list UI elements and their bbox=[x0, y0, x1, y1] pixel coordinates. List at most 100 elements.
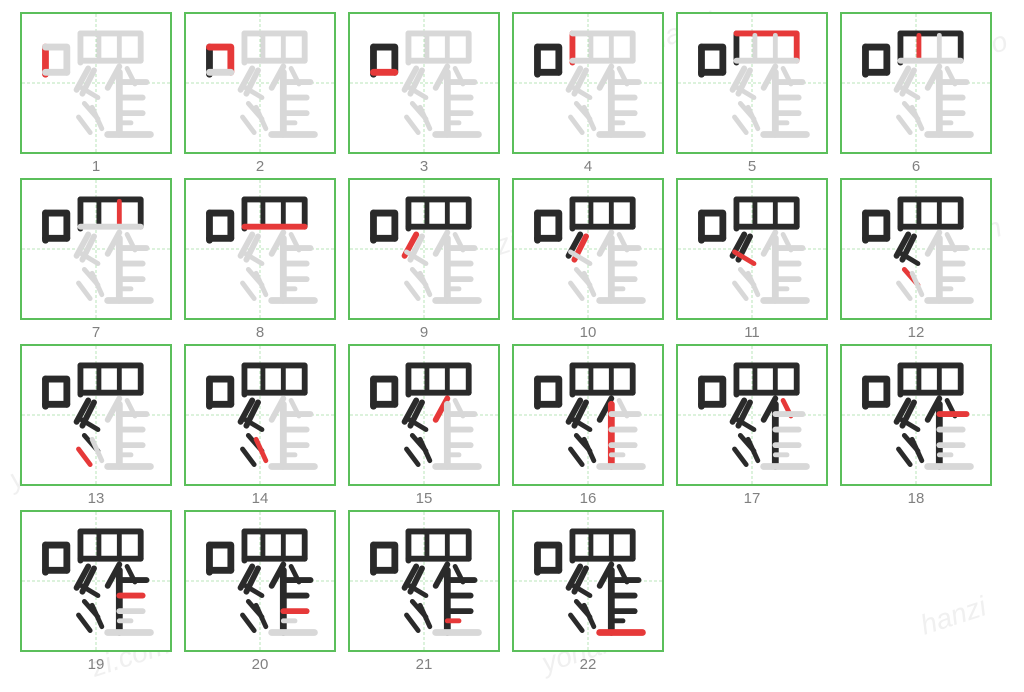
cell-frame bbox=[20, 344, 172, 486]
stroke-14 bbox=[256, 439, 266, 460]
glyph-svg bbox=[22, 346, 170, 484]
cell-frame bbox=[348, 178, 500, 320]
step-number: 4 bbox=[584, 158, 592, 176]
step-number: 20 bbox=[252, 656, 269, 674]
glyph-svg bbox=[22, 14, 170, 152]
glyph-layer bbox=[842, 346, 990, 484]
step-number: 2 bbox=[256, 158, 264, 176]
stroke-step-12: 12 bbox=[840, 178, 992, 342]
glyph-layer bbox=[350, 512, 498, 650]
stroke-14 bbox=[92, 439, 102, 460]
step-number: 1 bbox=[92, 158, 100, 176]
stroke-5 bbox=[244, 199, 304, 226]
stroke-5 bbox=[408, 33, 468, 60]
stroke-5 bbox=[408, 365, 468, 392]
stroke-14 bbox=[420, 605, 430, 626]
stroke-13 bbox=[243, 615, 255, 631]
step-number: 21 bbox=[416, 656, 433, 674]
glyph-svg bbox=[842, 180, 990, 318]
glyph-layer bbox=[186, 512, 334, 650]
stroke-step-10: 10 bbox=[512, 178, 664, 342]
glyph-svg bbox=[514, 14, 662, 152]
stroke-step-13: 13 bbox=[20, 344, 172, 508]
stroke-14 bbox=[92, 273, 102, 294]
stroke-13 bbox=[243, 117, 255, 133]
stroke-13 bbox=[79, 615, 91, 631]
cell-frame bbox=[512, 178, 664, 320]
stroke-14 bbox=[912, 273, 922, 294]
cell-frame bbox=[676, 12, 828, 154]
stroke-step-3: 3 bbox=[348, 12, 500, 176]
stroke-5 bbox=[572, 365, 632, 392]
stroke-13 bbox=[571, 615, 583, 631]
stroke-5 bbox=[736, 33, 796, 60]
step-number: 6 bbox=[912, 158, 920, 176]
stroke-13 bbox=[407, 117, 419, 133]
stroke-step-19: 19 bbox=[20, 510, 172, 674]
stroke-13 bbox=[243, 449, 255, 465]
stroke-14 bbox=[912, 439, 922, 460]
glyph-svg bbox=[678, 14, 826, 152]
stroke-14 bbox=[912, 107, 922, 128]
cell-frame bbox=[20, 12, 172, 154]
stroke-5 bbox=[736, 199, 796, 226]
stroke-13 bbox=[407, 449, 419, 465]
stroke-14 bbox=[748, 107, 758, 128]
glyph-svg bbox=[514, 346, 662, 484]
stroke-step-1: 1 bbox=[20, 12, 172, 176]
cell-frame bbox=[840, 344, 992, 486]
stroke-5 bbox=[80, 365, 140, 392]
glyph-layer bbox=[514, 14, 662, 152]
stroke-14 bbox=[748, 273, 758, 294]
stroke-step-14: 14 bbox=[184, 344, 336, 508]
stroke-step-4: 4 bbox=[512, 12, 664, 176]
stroke-14 bbox=[256, 605, 266, 626]
step-number: 19 bbox=[88, 656, 105, 674]
stroke-step-11: 11 bbox=[676, 178, 828, 342]
stroke-13 bbox=[735, 117, 747, 133]
stroke-step-2: 2 bbox=[184, 12, 336, 176]
stroke-14 bbox=[584, 273, 594, 294]
stroke-step-22: 22 bbox=[512, 510, 664, 674]
stroke-14 bbox=[420, 439, 430, 460]
stroke-13 bbox=[243, 283, 255, 299]
cell-frame bbox=[184, 344, 336, 486]
stroke-5 bbox=[408, 199, 468, 226]
stroke-5 bbox=[244, 531, 304, 558]
stroke-14 bbox=[92, 605, 102, 626]
step-number: 5 bbox=[748, 158, 756, 176]
cell-frame bbox=[20, 510, 172, 652]
cell-frame bbox=[184, 178, 336, 320]
stroke-13 bbox=[899, 449, 911, 465]
stroke-5 bbox=[900, 199, 960, 226]
step-number: 8 bbox=[256, 324, 264, 342]
glyph-layer bbox=[186, 346, 334, 484]
stroke-5 bbox=[408, 531, 468, 558]
stroke-step-8: 8 bbox=[184, 178, 336, 342]
stroke-5 bbox=[572, 33, 632, 60]
glyph-svg bbox=[186, 512, 334, 650]
glyph-svg bbox=[514, 512, 662, 650]
stroke-step-17: 17 bbox=[676, 344, 828, 508]
step-number: 16 bbox=[580, 490, 597, 508]
cell-frame bbox=[20, 178, 172, 320]
stroke-13 bbox=[79, 283, 91, 299]
stroke-14 bbox=[256, 273, 266, 294]
grid-row-4: 19 20 21 22 bbox=[20, 510, 1004, 674]
glyph-svg bbox=[350, 346, 498, 484]
stroke-5 bbox=[244, 365, 304, 392]
cell-frame bbox=[676, 178, 828, 320]
cell-frame bbox=[348, 12, 500, 154]
glyph-layer bbox=[514, 512, 662, 650]
glyph-svg bbox=[514, 180, 662, 318]
stroke-step-20: 20 bbox=[184, 510, 336, 674]
glyph-svg bbox=[350, 512, 498, 650]
stroke-13 bbox=[79, 449, 91, 465]
cell-frame bbox=[512, 510, 664, 652]
glyph-svg bbox=[186, 346, 334, 484]
glyph-layer bbox=[514, 180, 662, 318]
cell-frame bbox=[512, 12, 664, 154]
stroke-step-21: 21 bbox=[348, 510, 500, 674]
stroke-13 bbox=[735, 449, 747, 465]
grid-row-2: 789101112 bbox=[20, 178, 1004, 342]
